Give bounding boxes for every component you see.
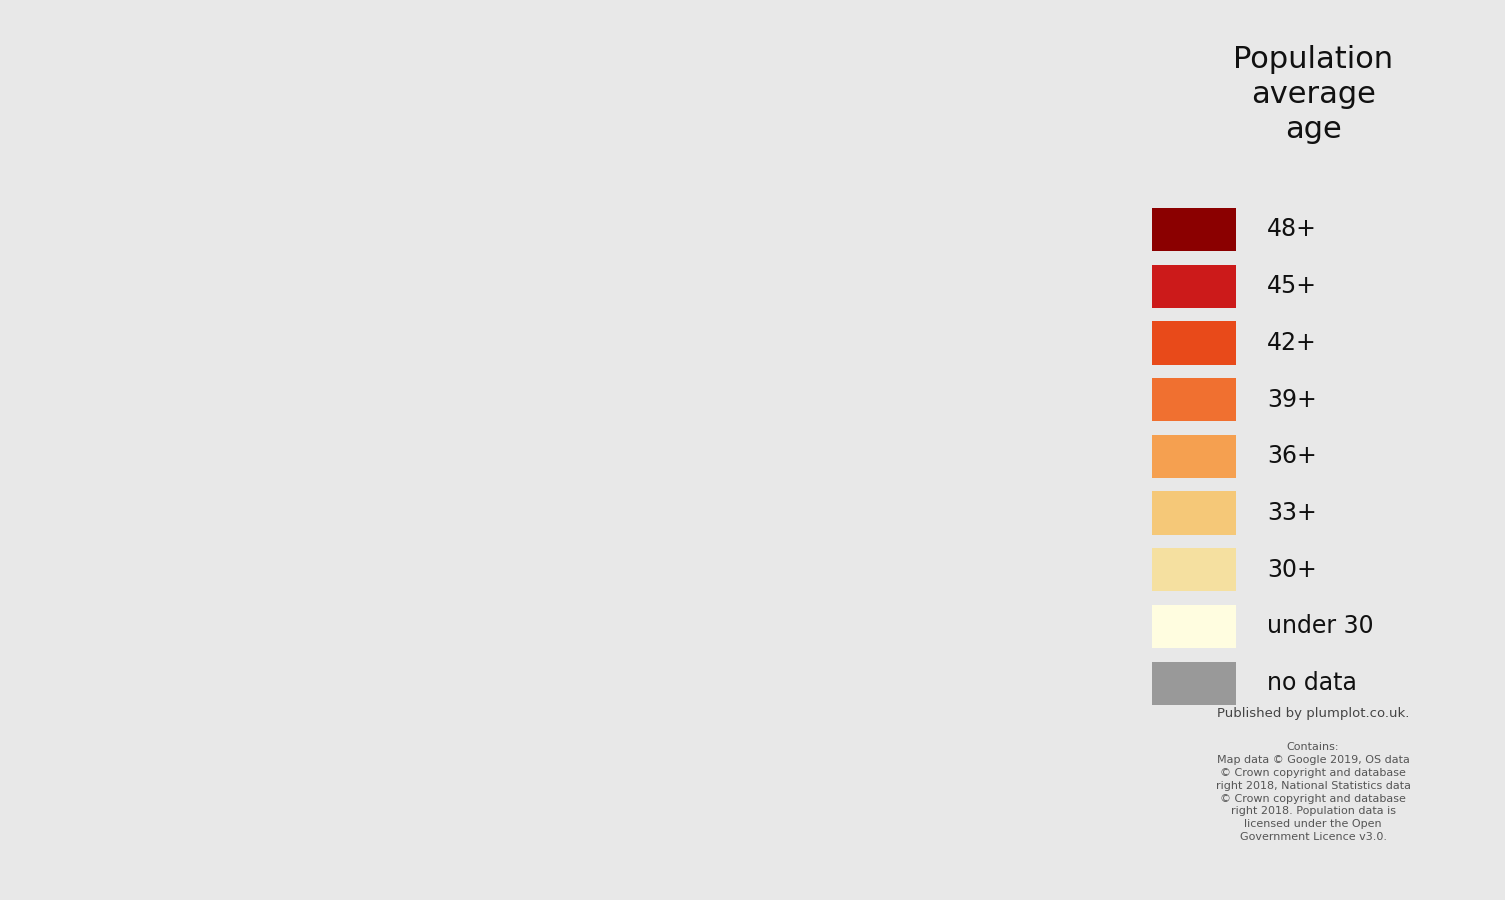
Text: 48+: 48+: [1267, 218, 1317, 241]
Bar: [1151, 435, 1236, 478]
Text: 36+: 36+: [1267, 445, 1317, 468]
Bar: [1151, 378, 1236, 421]
Bar: [1151, 208, 1236, 251]
Bar: [1151, 605, 1236, 648]
Text: Published by plumplot.co.uk.: Published by plumplot.co.uk.: [1218, 706, 1409, 719]
Bar: [1151, 662, 1236, 705]
Bar: [1151, 321, 1236, 365]
Text: Population
average
age: Population average age: [1233, 45, 1394, 143]
Text: 45+: 45+: [1267, 274, 1317, 298]
Bar: [1151, 548, 1236, 591]
Bar: [1151, 265, 1236, 308]
Text: no data: no data: [1267, 671, 1358, 695]
Text: Contains:
Map data © Google 2019, OS data
© Crown copyright and database
right 2: Contains: Map data © Google 2019, OS dat…: [1216, 742, 1410, 842]
Text: under 30: under 30: [1267, 615, 1374, 638]
Text: 39+: 39+: [1267, 388, 1317, 411]
Text: 42+: 42+: [1267, 331, 1317, 355]
Text: 30+: 30+: [1267, 558, 1317, 581]
Bar: [1151, 491, 1236, 535]
Text: 33+: 33+: [1267, 501, 1317, 525]
